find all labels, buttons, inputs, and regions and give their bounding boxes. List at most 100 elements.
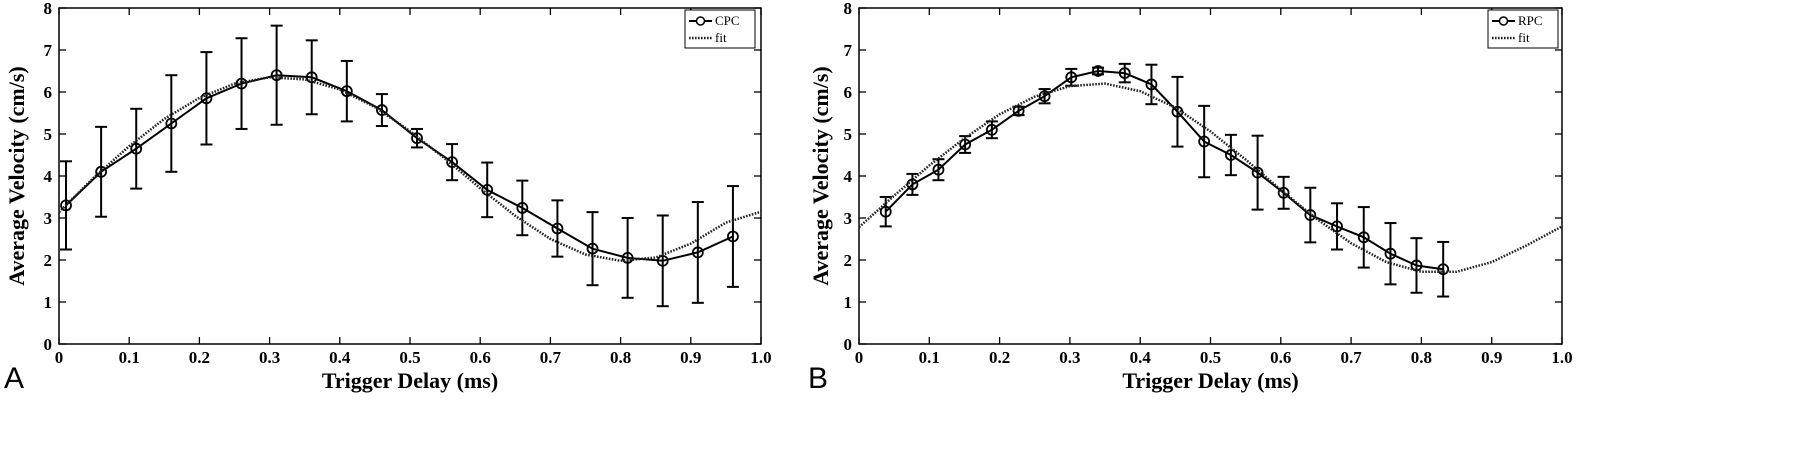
y-tick-label: 0: [44, 335, 53, 354]
y-tick-label: 4: [44, 167, 53, 186]
y-tick-label: 6: [844, 83, 853, 102]
data-point: [691, 246, 704, 259]
fit-line: [59, 76, 761, 263]
x-axis-title: Trigger Delay (ms): [322, 368, 498, 393]
x-tick-label: 0.1: [919, 348, 940, 367]
legend-swatch-marker: [695, 16, 706, 26]
data-point: [1118, 67, 1131, 79]
data-point: [1357, 231, 1370, 244]
x-tick-label: 0.6: [1270, 348, 1291, 367]
x-tick-label: 1.0: [750, 348, 771, 367]
x-tick-label: 0.5: [1200, 348, 1221, 367]
legend: CPC fit: [684, 9, 756, 49]
y-tick-label: 3: [844, 209, 853, 228]
y-tick-label: 0: [844, 335, 853, 354]
data-point: [270, 69, 283, 82]
data-point: [932, 163, 945, 176]
x-tick-label: 0.5: [399, 348, 420, 367]
data-point: [95, 165, 108, 178]
x-tick-label: 0.1: [119, 348, 140, 367]
data-point: [1145, 78, 1158, 91]
y-tick-label: 1: [844, 293, 853, 312]
data-point: [235, 77, 248, 90]
data-point: [516, 202, 529, 214]
legend-box: [684, 9, 756, 49]
data-point: [1277, 186, 1290, 199]
plot-frame: [58, 7, 762, 345]
legend-label: fit: [1518, 30, 1530, 45]
data-point: [586, 242, 599, 255]
data-point: [1171, 105, 1184, 118]
data-point: [1304, 209, 1317, 221]
y-tick-label: 2: [44, 251, 53, 270]
data-line: [65, 74, 734, 262]
data-point: [1038, 90, 1051, 103]
y-tick-label: 7: [844, 41, 853, 60]
data-point: [906, 178, 919, 191]
x-tick-label: 0: [855, 348, 864, 367]
data-point: [879, 205, 892, 218]
x-axis-title: Trigger Delay (ms): [1122, 368, 1298, 393]
plot-area: [859, 62, 1562, 298]
data-point: [621, 251, 634, 264]
y-tick-label: 6: [44, 83, 53, 102]
data-point: [340, 85, 353, 98]
y-axis-title: Average Velocity (cm/s): [808, 66, 833, 286]
y-tick-label: 5: [44, 125, 53, 144]
x-tick-label: 0.3: [1059, 348, 1080, 367]
data-point: [1198, 135, 1211, 148]
x-tick-label: 0.2: [189, 348, 210, 367]
x-tick-label: 0.7: [540, 348, 562, 367]
data-point: [130, 142, 143, 155]
data-point: [727, 230, 739, 243]
fit-line: [859, 82, 1562, 274]
data-point: [1331, 220, 1343, 233]
y-tick-label: 8: [44, 0, 53, 18]
data-point: [376, 104, 388, 116]
data-point: [60, 199, 72, 212]
data-line: [884, 69, 1444, 271]
data-point: [959, 138, 972, 151]
data-point: [1437, 263, 1450, 276]
plot-frame: [858, 7, 1563, 345]
y-axis-title: Average Velocity (cm/s): [4, 66, 29, 286]
y-tick-label: 3: [44, 209, 53, 228]
x-tick-label: 0.9: [1481, 348, 1502, 367]
data-point: [446, 156, 459, 169]
data-point: [1092, 65, 1104, 77]
y-tick-label: 7: [44, 41, 53, 60]
x-tick-label: 0.6: [470, 348, 491, 367]
plot-area: [59, 24, 761, 308]
x-tick-label: 0.4: [329, 348, 351, 367]
data-point: [411, 132, 423, 145]
x-tick-label: 0.8: [1411, 348, 1432, 367]
x-tick-label: 0.8: [610, 348, 631, 367]
panel-letter: B: [808, 362, 828, 395]
x-tick-label: 0.2: [989, 348, 1010, 367]
x-tick-label: 0.7: [1340, 348, 1362, 367]
x-tick-label: 0.9: [680, 348, 701, 367]
y-tick-label: 8: [844, 0, 853, 18]
chart-panel-b: 0 0.1 0.2 0.3 0.4 0.5 0.6 0.7 0.8 0.9 1.0 0 1 2 3 4 5 6 7 8…: [808, 0, 1573, 395]
y-tick-label: 1: [44, 293, 53, 312]
y-tick-label: 4: [844, 167, 853, 186]
legend-label: fit: [715, 30, 727, 45]
x-tick-label: 0.4: [1130, 348, 1152, 367]
legend-label: CPC: [715, 13, 740, 28]
data-point: [1224, 149, 1237, 161]
panel-letter: A: [4, 362, 24, 395]
data-point: [1065, 71, 1078, 84]
data-point: [985, 123, 998, 136]
data-point: [1384, 247, 1397, 260]
data-point: [165, 117, 178, 130]
legend-box: [1487, 9, 1559, 49]
y-tick-label: 5: [844, 125, 853, 144]
x-tick-label: 0: [55, 348, 64, 367]
legend: RPC fit: [1487, 9, 1559, 49]
legend-label: RPC: [1518, 13, 1543, 28]
chart-panel-a: 0 0.1 0.2 0.3 0.4 0.5 0.6 0.7 0.8 0.9 1.0 0 1 2 3 4 5 6 7 8…: [4, 0, 772, 395]
x-tick-label: 0.3: [259, 348, 280, 367]
y-tick-label: 2: [844, 251, 853, 270]
legend-swatch-marker: [1498, 16, 1509, 26]
